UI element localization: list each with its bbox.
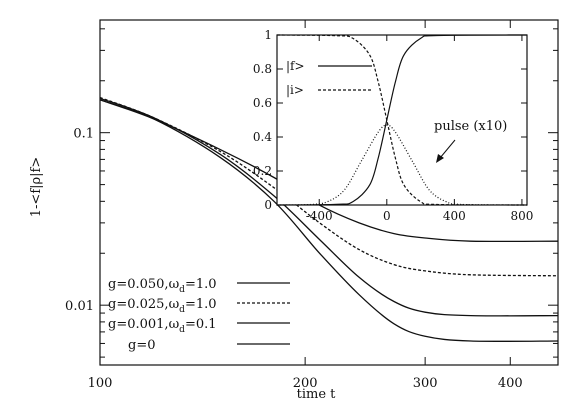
x-tick-label: 100 (88, 376, 113, 391)
x-tick-label: 200 (293, 376, 318, 391)
inset-y-tick-label: 0.6 (253, 96, 272, 110)
inset-series-line-2 (276, 34, 528, 206)
inset-frame (276, 34, 528, 206)
inset-x-tick-label: 0 (383, 209, 391, 223)
main-series (99, 96, 559, 343)
series-line-4 (99, 99, 559, 343)
x-axis-label: time t (297, 387, 337, 402)
inset-y-tick-label: 1 (264, 28, 272, 42)
series-line-2 (99, 96, 559, 277)
y-tick-label: 0.01 (65, 299, 94, 314)
series-line-1 (99, 99, 559, 243)
inset-annotation-arrow (439, 139, 456, 159)
x-tick-label: 400 (498, 376, 523, 391)
inset-legend: |f> |i> (286, 59, 372, 97)
inset-legend-label-2: |i> (286, 83, 304, 97)
inset-y-tick-label: 0.4 (253, 130, 272, 144)
inset-x-tick-label: -400 (306, 209, 333, 223)
inset-legend-label-1: |f> (286, 59, 305, 73)
legend-label-2: g=0.025,ωd=1.0 (108, 297, 217, 315)
inset-series-line-3 (276, 124, 528, 206)
inset-annotation: pulse (x10) (434, 119, 507, 134)
inset-x-tick-label: 800 (510, 209, 533, 223)
inset-ticks: -400 0 400 800 0 0.2 0.4 0.6 0.8 1 (253, 28, 533, 223)
inset-annotation-arrowhead (436, 154, 444, 163)
legend: g=0.050,ωd=1.0 g=0.025,ωd=1.0 g=0.001,ωd=0… (108, 277, 290, 353)
y-tick-label: 0.1 (73, 127, 94, 142)
main-plot-frame (99, 19, 559, 366)
legend-label-4: g=0 (128, 338, 156, 353)
legend-label-1: g=0.050,ωd=1.0 (108, 277, 217, 295)
inset-y-tick-label: 0 (264, 198, 272, 212)
inset-series (276, 34, 528, 206)
y-axis-label: 1-<f|ρ|f> (29, 157, 44, 217)
series-line-3 (99, 97, 559, 317)
x-tick-label: 300 (413, 376, 438, 391)
legend-label-3: g=0.001,ωd=0.1 (108, 317, 217, 335)
inset-y-tick-label: 0.8 (253, 62, 272, 76)
inset-y-tick-label: 0.2 (253, 164, 272, 178)
inset-x-tick-label: 400 (443, 209, 466, 223)
